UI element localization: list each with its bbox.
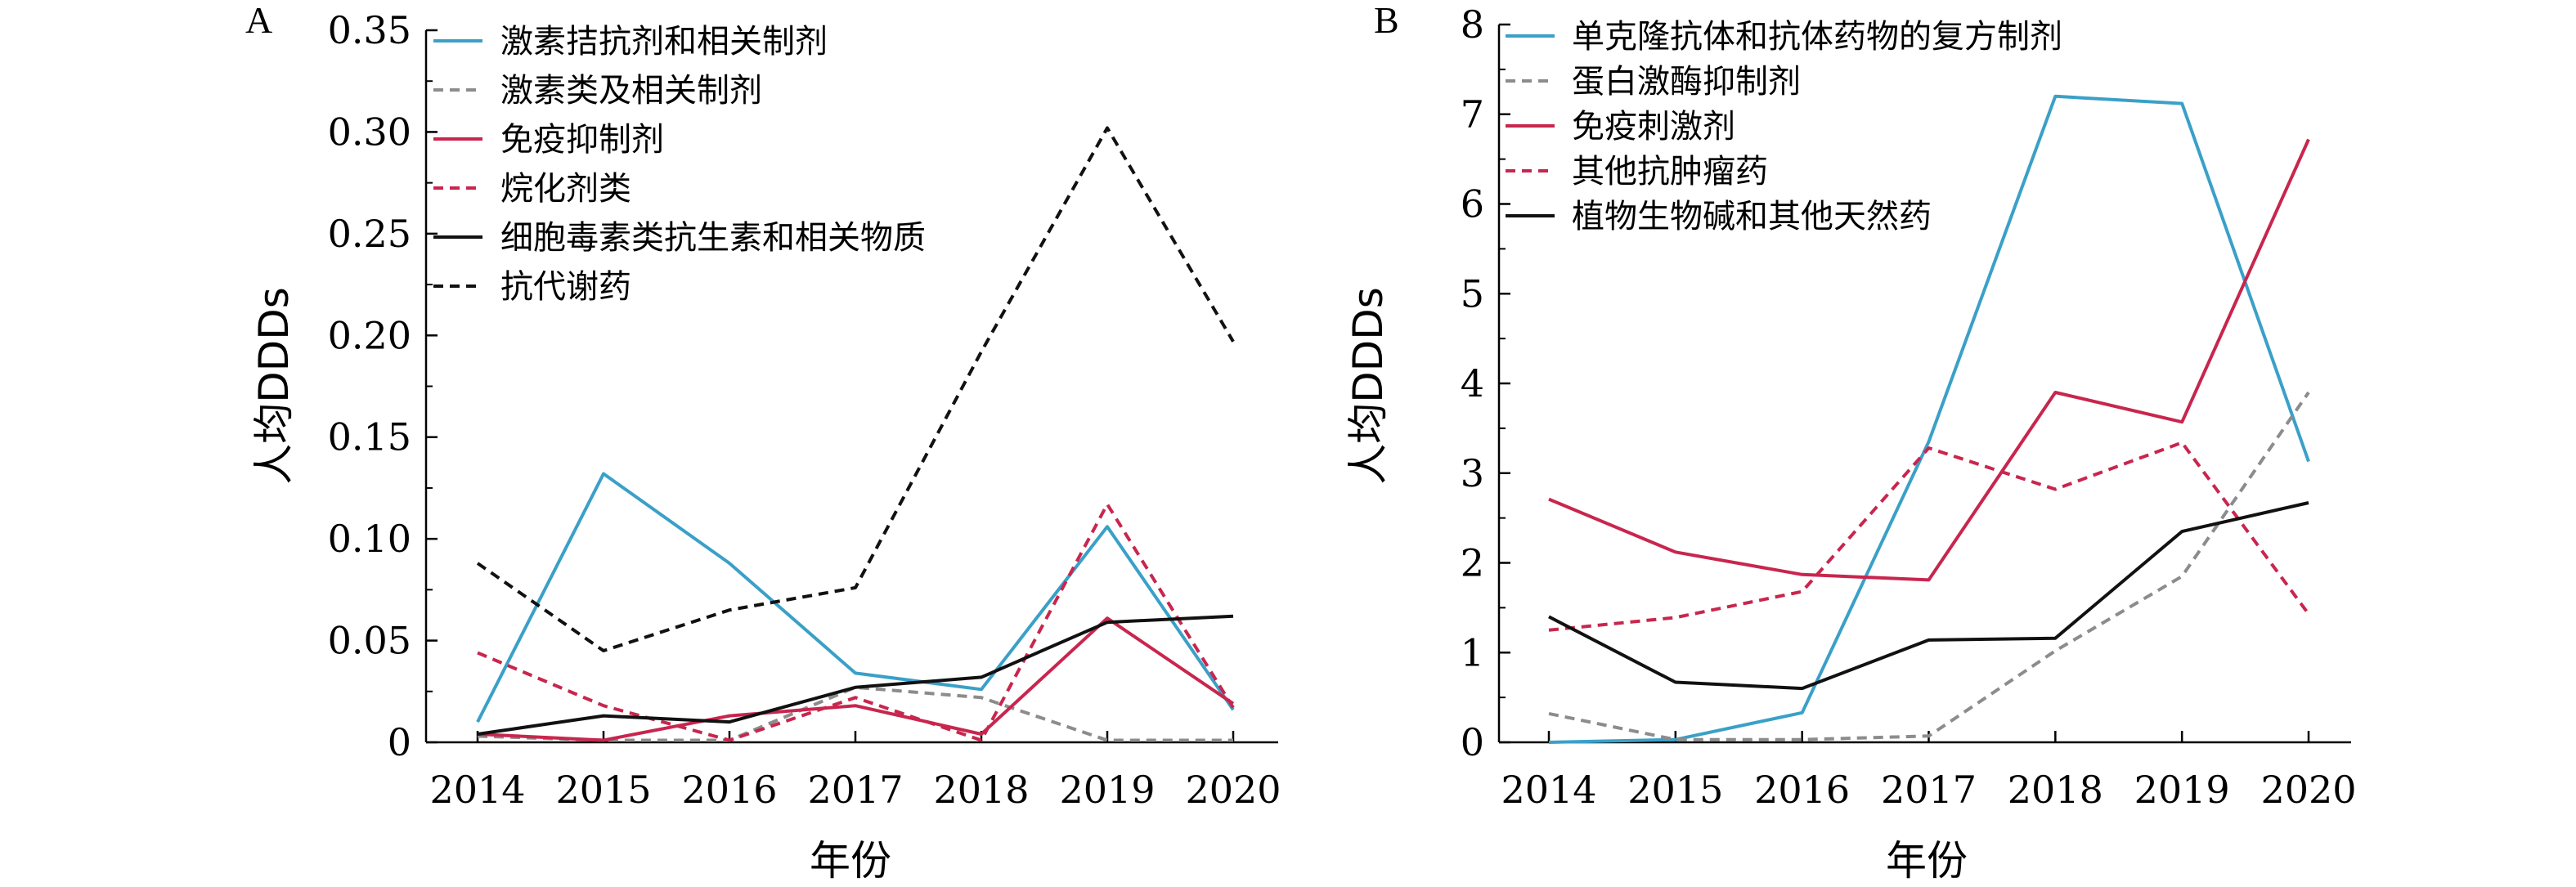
chart0-series-line-4 bbox=[477, 614, 1234, 736]
chart0-x-tick-label: 2016 bbox=[681, 768, 777, 812]
chart1-x-axis-title: 年份 bbox=[1886, 837, 1968, 885]
chart1-panel-letter: B bbox=[1374, 0, 1399, 41]
chart0-legend-label-5: 抗代谢药 bbox=[500, 268, 631, 306]
chart0-y-tick-label: 0.15 bbox=[328, 415, 411, 459]
chart1-y-tick-label: 1 bbox=[1461, 630, 1484, 674]
chart1-legend-label-3: 其他抗肿瘤药 bbox=[1572, 153, 1768, 190]
chart0-y-tick-label: 0.05 bbox=[328, 619, 411, 663]
chart0-y-tick-label: 0 bbox=[388, 720, 411, 764]
chart1-x-tick-label: 2018 bbox=[2008, 768, 2103, 812]
chart1-x-tick-label: 2015 bbox=[1627, 768, 1723, 812]
chart1-x-tick-label: 2017 bbox=[1881, 768, 1977, 812]
chart1-y-tick-label: 7 bbox=[1461, 92, 1484, 137]
chart0-x-tick-label: 2017 bbox=[807, 768, 903, 812]
chart1-series-line-4 bbox=[1548, 501, 2309, 691]
chart1-series-line-0 bbox=[1548, 94, 2310, 744]
chart0-legend-label-1: 激素类及相关制剂 bbox=[500, 72, 762, 110]
chart0-series-line-0 bbox=[476, 472, 1235, 723]
chart1-y-tick-label: 3 bbox=[1461, 451, 1484, 495]
chart0-x-tick-label: 2020 bbox=[1185, 768, 1281, 812]
chart0-legend-label-2: 免疫抑制剂 bbox=[500, 121, 664, 159]
panel-b: 0 1 2 3 4 5 6 7 8 2014 2015 2016 2017 2018 2019 2020 年份 人… bbox=[1344, 0, 2357, 885]
chart0-series-line-2 bbox=[477, 616, 1235, 742]
chart1-x-tick-label: 2016 bbox=[1754, 768, 1850, 812]
panel-a: 0 0.05 0.10 0.15 0.20 0.25 0.30 0.35 2014 2015 201… bbox=[245, 0, 1281, 885]
chart0-x-axis-title: 年份 bbox=[810, 837, 891, 885]
chart1-x-tick-label: 2019 bbox=[2134, 768, 2230, 812]
chart1-x-tick-label: 2014 bbox=[1501, 768, 1596, 812]
chart0-x-tick-label: 2019 bbox=[1059, 768, 1155, 812]
chart0-y-tick-label: 0.30 bbox=[328, 110, 411, 154]
chart1-y-tick-label: 2 bbox=[1461, 541, 1484, 585]
chart0-x-tick-label: 2018 bbox=[933, 768, 1029, 812]
chart1-y-tick-label: 8 bbox=[1461, 2, 1484, 47]
chart1-y-tick-label: 4 bbox=[1461, 361, 1484, 405]
chart0-y-tick-label: 0.35 bbox=[328, 8, 411, 52]
chart1-legend-label-0: 单克隆抗体和抗体药物的复方制剂 bbox=[1572, 18, 2062, 56]
chart0-legend-label-4: 细胞毒素类抗生素和相关物质 bbox=[500, 219, 926, 257]
chart0-y-tick-label: 0.25 bbox=[328, 212, 411, 256]
chart1-x-tick-label: 2020 bbox=[2260, 768, 2356, 812]
chart0-y-tick-label: 0.20 bbox=[328, 313, 411, 357]
chart1-legend-label-4: 植物生物碱和其他天然药 bbox=[1572, 198, 1932, 235]
chart0-legend-label-0: 激素拮抗剂和相关制剂 bbox=[500, 23, 828, 60]
chart1-legend-label-2: 免疫刺激剂 bbox=[1572, 108, 1735, 146]
chart1-legend-label-1: 蛋白激酶抑制剂 bbox=[1572, 63, 1801, 101]
chart0-x-tick-label: 2015 bbox=[555, 768, 651, 812]
chart1-y-tick-label: 6 bbox=[1461, 182, 1484, 226]
chart0-y-axis-title: 人均DDDs bbox=[250, 287, 298, 485]
chart1-y-tick-label: 5 bbox=[1461, 271, 1484, 316]
chart0-y-tick-label: 0.10 bbox=[328, 517, 411, 561]
chart0-panel-letter: A bbox=[245, 0, 272, 41]
chart1-series-line-3 bbox=[1548, 441, 2310, 632]
chart1-y-tick-label: 0 bbox=[1461, 720, 1484, 764]
chart1-y-axis-title: 人均DDDs bbox=[1344, 287, 1392, 485]
chart0-x-tick-label: 2014 bbox=[429, 768, 525, 812]
chart0-legend-label-3: 烷化剂类 bbox=[500, 170, 631, 208]
